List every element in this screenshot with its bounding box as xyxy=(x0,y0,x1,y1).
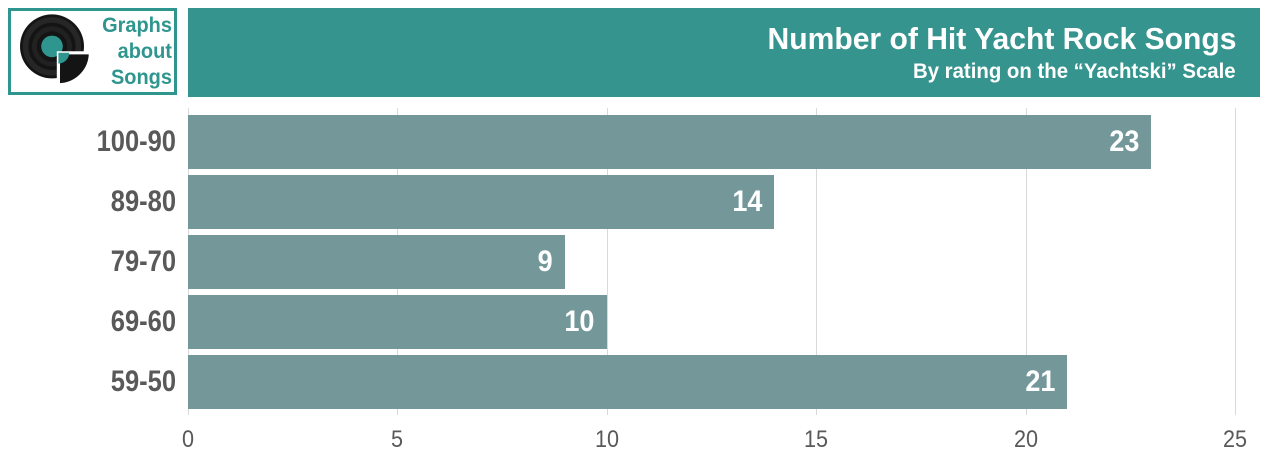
record-quadrant-label xyxy=(58,52,70,64)
bar: 9 xyxy=(188,235,565,289)
bar-value-label: 21 xyxy=(1025,365,1056,398)
x-tick-label: 0 xyxy=(181,426,195,453)
gridline xyxy=(606,108,608,415)
category-label: 100-90 xyxy=(96,125,176,158)
record-quadrant xyxy=(56,50,93,86)
x-tick-label: 25 xyxy=(1222,426,1248,453)
chart-header: Number of Hit Yacht Rock Songs By rating… xyxy=(188,8,1260,97)
chart-subtitle: By rating on the “Yachtski” Scale xyxy=(913,59,1236,83)
gridline xyxy=(1025,108,1027,415)
category-label: 79-70 xyxy=(110,245,176,278)
bar-value-label: 14 xyxy=(732,185,763,218)
bar: 23 xyxy=(188,115,1152,169)
category-labels: 100-90 89-80 79-70 69-60 59-50 xyxy=(0,112,176,412)
bar-row: 14 xyxy=(188,172,1235,232)
bar-value-label: 23 xyxy=(1109,125,1140,158)
logo-text-line: about xyxy=(117,39,172,63)
x-tick-label: 10 xyxy=(594,426,619,453)
logo-text-line: Songs xyxy=(110,65,172,89)
x-tick-label: 20 xyxy=(1013,426,1038,453)
bar-row: 10 xyxy=(188,292,1235,352)
gridline xyxy=(816,108,818,415)
record-groove xyxy=(22,16,82,76)
bar: 14 xyxy=(188,175,775,229)
plot-area: 23 14 9 10 21 xyxy=(188,108,1236,415)
category-label: 59-50 xyxy=(110,365,176,398)
vinyl-record-icon xyxy=(20,13,93,86)
x-tick-label: 5 xyxy=(391,426,404,453)
x-axis-ticks: 0 5 10 15 20 25 xyxy=(182,426,1247,458)
gridline xyxy=(1235,108,1236,415)
logo: Graphs about Songs xyxy=(8,8,177,95)
bar-value-label: 9 xyxy=(537,245,553,278)
record-groove xyxy=(32,25,72,66)
bar-rows: 23 14 9 10 21 xyxy=(188,112,1235,412)
bar-value-label: 10 xyxy=(564,305,595,338)
bar: 21 xyxy=(188,355,1068,409)
bar-row: 9 xyxy=(188,232,1235,292)
logo-text: Graphs about Songs xyxy=(102,13,179,91)
bar-row: 21 xyxy=(188,352,1235,412)
category-label: 69-60 xyxy=(110,305,176,338)
chart-title: Number of Hit Yacht Rock Songs xyxy=(767,20,1236,56)
x-tick-label: 15 xyxy=(804,426,829,453)
bar: 10 xyxy=(188,295,607,349)
logo-text-line: Graphs xyxy=(102,13,172,37)
bar-row: 23 xyxy=(188,112,1235,172)
category-label: 89-80 xyxy=(110,185,176,218)
